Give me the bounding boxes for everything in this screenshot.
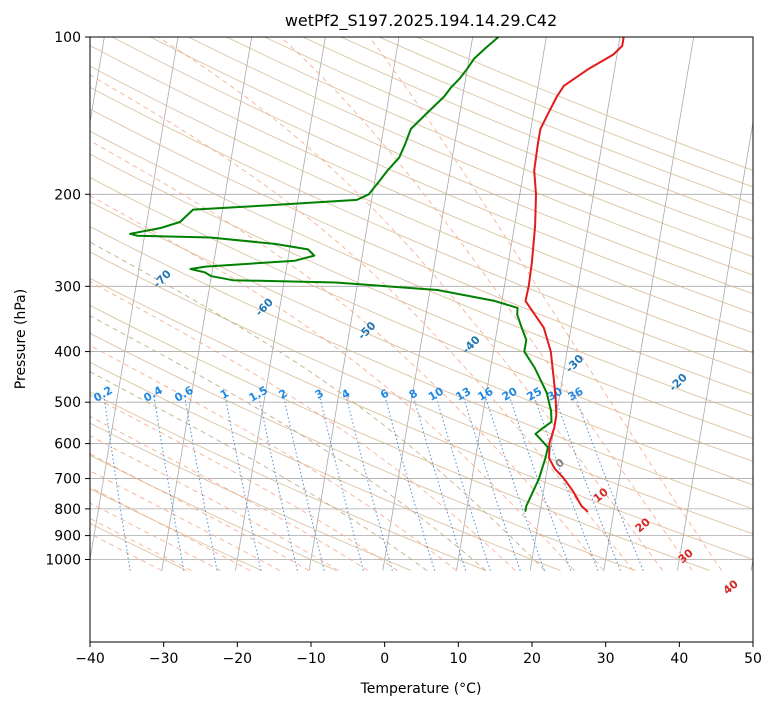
mixing-ratio-line: [346, 397, 393, 571]
moist-adiabat-line: [90, 394, 398, 571]
mixing-ratio-line: [384, 397, 436, 571]
mixing-ratio-line: [319, 397, 364, 571]
y-tick-label: 900: [54, 529, 81, 545]
x-tick-label: −40: [75, 651, 105, 667]
mixing-ratio-line: [224, 397, 262, 571]
x-tick-label: −10: [296, 651, 326, 667]
isotherm-line: [235, 37, 326, 571]
plot-frame: [89, 36, 754, 643]
dry-adiabat-line: [90, 177, 753, 462]
x-tick-label: −30: [149, 651, 179, 667]
moist-adiabat-line: [90, 435, 339, 571]
mixing-ratio-line: [258, 397, 298, 571]
y-tick-label: 600: [54, 437, 81, 453]
dry-adiabat-line: [90, 361, 561, 572]
y-tick-label: 200: [54, 187, 81, 203]
dry-adiabat-line: [90, 422, 412, 572]
profile-lines: [129, 37, 625, 513]
mixing-ratio-line: [103, 397, 131, 571]
dry-adiabat-line: [90, 108, 753, 396]
x-tick-label: −20: [223, 651, 253, 667]
moist-adiabat-line: [90, 140, 605, 571]
isotherm-line: [529, 37, 621, 571]
y-axis-title: Pressure (hPa): [13, 289, 29, 389]
y-axis: 100 200 300 400 500 600 700 800 900 1000: [45, 30, 90, 569]
dry-adiabat-line: [90, 332, 636, 572]
dry-adiabat-line: [90, 391, 486, 572]
dry-adiabat-line: [90, 251, 753, 535]
x-axis: −40 −30 −20 −10 0 10 20 30 40 50: [75, 642, 762, 667]
dry-adiabat-line: [90, 488, 262, 572]
y-tick-label: 100: [54, 30, 81, 46]
x-tick-label: 50: [744, 651, 762, 667]
mixing-ratio-line: [463, 397, 521, 571]
dewpoint-profile: [129, 37, 553, 512]
moist-adiabat-line: [157, 37, 664, 571]
isotherm-line: [750, 557, 753, 571]
isotherm-line: [382, 37, 474, 571]
moist-adiabat-line: [90, 281, 516, 571]
frozen-line: [90, 371, 428, 571]
moist-adiabat-line: [90, 453, 310, 571]
isotherm-line: [603, 37, 695, 571]
moist-adiabat-line: [90, 415, 369, 571]
mixing-ratio-line: [485, 397, 545, 571]
dry-adiabat-line: [188, 37, 753, 276]
y-tick-label: 400: [54, 345, 81, 361]
dry-adiabat-line: [111, 37, 753, 314]
x-tick-label: 10: [449, 651, 467, 667]
y-tick-label: 300: [54, 279, 81, 295]
moist-adiabat-line: [90, 344, 457, 571]
y-tick-label: 800: [54, 502, 81, 518]
dry-adiabat-line: [90, 454, 337, 572]
mixing-ratio-line: [283, 397, 325, 571]
frozen-line: [90, 241, 546, 571]
moist-adiabat-line: [90, 74, 634, 571]
x-axis-title: Temperature (°C): [360, 681, 482, 697]
y-tick-label: 700: [54, 472, 81, 488]
dry-adiabat-line: [226, 37, 753, 258]
chart-title: wetPf2_S197.2025.194.14.29.C42: [285, 11, 557, 31]
x-tick-label: 30: [597, 651, 615, 667]
dry-adiabat-line: [90, 153, 753, 440]
temperature-profile: [524, 37, 625, 513]
moist-adiabat-line: [90, 517, 192, 571]
dry-adiabat-line: [90, 304, 711, 572]
isotherm-line: [677, 119, 753, 571]
dry-adiabat-line: [90, 277, 753, 560]
x-tick-label: 20: [523, 651, 541, 667]
dry-adiabat-line: [90, 44, 753, 334]
dry-adiabat-label: -80: [49, 239, 72, 262]
dry-adiabat-line: [149, 37, 753, 295]
x-tick-label: 40: [670, 651, 688, 667]
dry-adiabat-label: -10: [769, 394, 775, 417]
dry-adiabat-line: [90, 65, 753, 354]
moist-adiabat-line: [90, 195, 575, 571]
frozen-line: [90, 315, 487, 571]
background-lines: [90, 37, 753, 572]
dry-adiabat-line: [90, 130, 753, 417]
isotherm-line: [90, 37, 179, 562]
y-tick-label: 1000: [45, 553, 81, 569]
y-tick-label: 500: [54, 395, 81, 411]
dry-adiabat-line: [90, 522, 188, 572]
x-tick-label: 0: [380, 651, 389, 667]
moist-adiabat-line: [369, 37, 723, 571]
dry-adiabat-line: [90, 86, 753, 374]
dry-adiabat-line: [90, 201, 753, 486]
moist-adiabat-line: [280, 37, 693, 571]
